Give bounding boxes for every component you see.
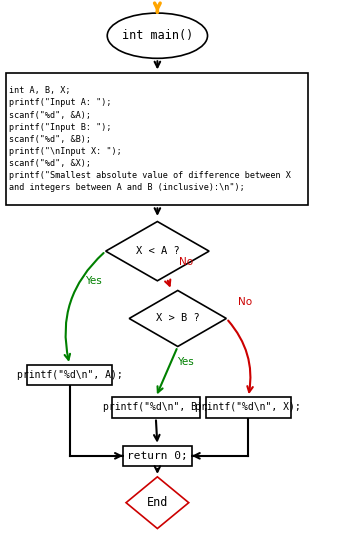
FancyBboxPatch shape <box>27 365 112 385</box>
Text: printf("%d\n", B);: printf("%d\n", B); <box>103 402 209 413</box>
Text: Yes: Yes <box>177 356 194 367</box>
Polygon shape <box>106 221 209 281</box>
Text: printf("%d\n", A);: printf("%d\n", A); <box>17 370 122 380</box>
Text: Yes: Yes <box>85 276 102 286</box>
Text: int main(): int main() <box>122 29 193 42</box>
Polygon shape <box>129 291 226 347</box>
Text: End: End <box>147 496 168 509</box>
Polygon shape <box>126 477 189 529</box>
Text: int A, B, X;
printf("Input A: ");
scanf("%d", &A);
printf("Input B: ");
scanf("%: int A, B, X; printf("Input A: "); scanf(… <box>9 86 291 192</box>
Text: No: No <box>178 257 193 267</box>
Text: printf("%d\n", X);: printf("%d\n", X); <box>195 402 301 413</box>
Text: No: No <box>238 298 252 307</box>
FancyBboxPatch shape <box>6 73 308 205</box>
FancyBboxPatch shape <box>112 397 200 417</box>
Text: X > B ?: X > B ? <box>156 314 200 323</box>
Text: return 0;: return 0; <box>127 451 188 461</box>
Text: X < A ?: X < A ? <box>136 246 179 256</box>
FancyBboxPatch shape <box>206 397 291 417</box>
Ellipse shape <box>107 13 207 58</box>
FancyBboxPatch shape <box>123 446 192 466</box>
